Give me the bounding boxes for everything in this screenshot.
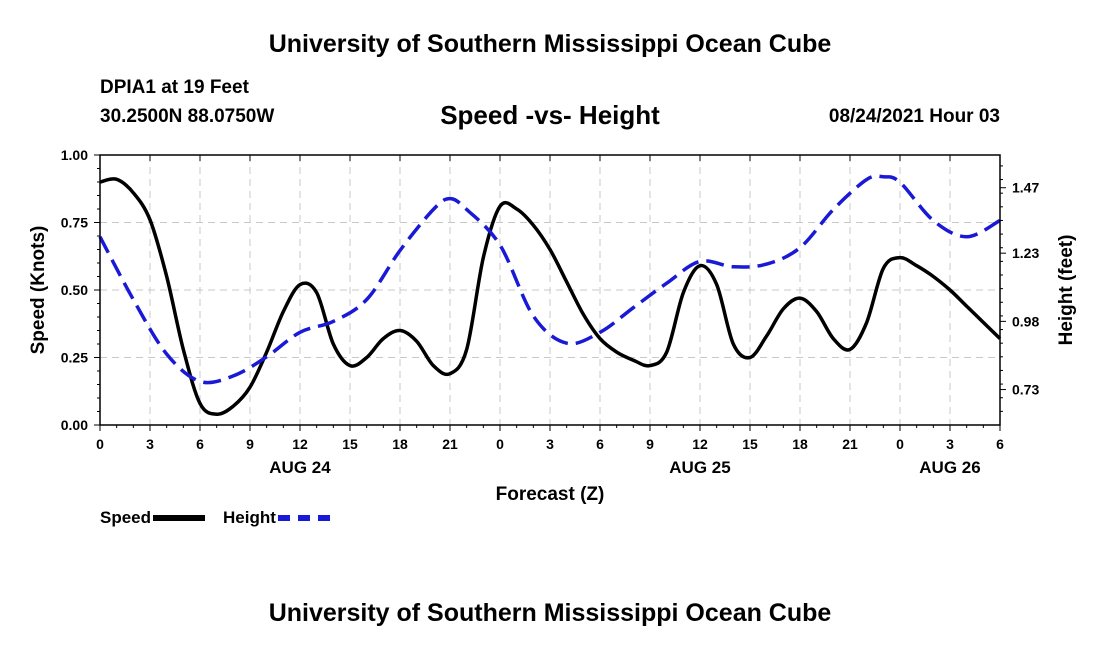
speed-series-line <box>99 177 1002 416</box>
y-tick-label: 1.00 <box>61 147 88 163</box>
x-tick-label: 9 <box>246 436 254 452</box>
axes: 0 3 6 9 12 15 18 21 0 3 6 9 12 15 18 21 0 3 6 AUG 24 AUG 25 A… <box>61 147 1040 477</box>
x-tick-label: 18 <box>792 436 808 452</box>
legend: Speed Height <box>100 508 348 528</box>
y-tick-label: 0.50 <box>61 282 88 298</box>
station-label: DPIA1 at 19 Feet <box>100 77 249 98</box>
height-series-line <box>98 174 1001 385</box>
y-tick-label: 0.00 <box>61 417 88 433</box>
x-tick-label: 21 <box>442 436 458 452</box>
y-axis-label: Speed (Knots) <box>28 226 49 355</box>
legend-speed-label: Speed <box>100 508 152 527</box>
date-label: AUG 26 <box>919 458 980 477</box>
x-tick-label: 12 <box>692 436 708 452</box>
coordinates-label: 30.2500N 88.0750W <box>100 106 275 127</box>
bottom-title: University of Southern Mississippi Ocean… <box>268 599 832 627</box>
x-tick-label: 6 <box>596 436 604 452</box>
legend-height-label: Height <box>223 508 276 527</box>
x-tick-label: 6 <box>996 436 1004 452</box>
x-tick-label: 15 <box>742 436 758 452</box>
x-tick-label: 3 <box>546 436 554 452</box>
date-label: AUG 24 <box>269 458 331 477</box>
x-tick-label: 0 <box>96 436 104 452</box>
series-layer <box>98 174 1002 416</box>
y2-tick-label: 0.98 <box>1012 313 1039 329</box>
x-tick-label: 3 <box>946 436 954 452</box>
y2-tick-label: 1.47 <box>1012 180 1039 196</box>
legend-height: Height <box>223 508 330 528</box>
x-tick-label: 21 <box>842 436 858 452</box>
legend-speed: Speed <box>100 508 206 528</box>
x-tick-label: 0 <box>896 436 904 452</box>
x-tick-label: 3 <box>146 436 154 452</box>
legend-height-swatch <box>277 515 330 521</box>
x-tick-label: 9 <box>646 436 654 452</box>
date-label: AUG 25 <box>669 458 730 477</box>
legend-speed-swatch <box>153 515 206 521</box>
y-tick-label: 0.75 <box>61 215 88 231</box>
x-tick-label: 6 <box>196 436 204 452</box>
y2-tick-label: 1.23 <box>1012 245 1039 261</box>
y2-tick-label: 0.73 <box>1012 382 1039 398</box>
top-title: University of Southern Mississippi Ocean… <box>268 30 832 58</box>
x-tick-label: 12 <box>292 436 308 452</box>
x-tick-label: 18 <box>392 436 408 452</box>
x-tick-label: 0 <box>496 436 504 452</box>
grid <box>100 155 1000 425</box>
y-tick-label: 0.25 <box>61 350 88 366</box>
x-axis-label: Forecast (Z) <box>496 484 605 505</box>
forecast-datetime: 08/24/2021 Hour 03 <box>828 106 1000 127</box>
y2-axis-label: Height (feet) <box>1056 235 1077 346</box>
x-tick-label: 15 <box>342 436 358 452</box>
chart-title: Speed -vs- Height <box>440 100 660 130</box>
